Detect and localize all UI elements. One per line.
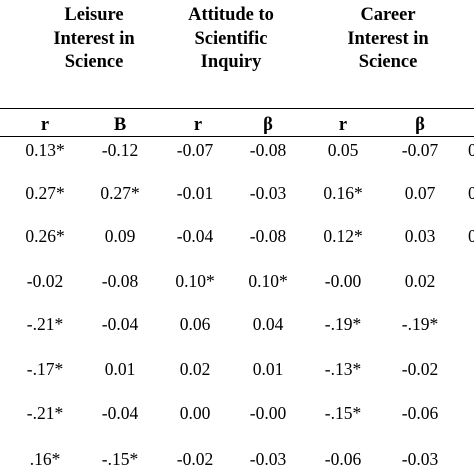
table-cell: 0.00: [179, 403, 211, 423]
header-bottom-rule: [0, 136, 474, 137]
table-cell: 0.27*: [25, 183, 65, 203]
table-cell: -.15*: [101, 449, 139, 469]
table-cell: 0.03: [404, 226, 436, 246]
group-header-line: Inquiry: [200, 52, 262, 72]
table-cell: -0.06: [324, 449, 362, 469]
table-cell: 0.02: [404, 271, 436, 291]
table-cell: -0.00: [324, 271, 362, 291]
group-header-line: Interest in: [53, 28, 135, 49]
table-cell: 0.27*: [100, 183, 140, 203]
table-cell: -0.04: [176, 226, 214, 246]
group-header-line: Science: [64, 52, 124, 72]
subheader-b: B: [113, 115, 127, 135]
table-cell: 0.07: [404, 183, 436, 203]
table-cell: -.17*: [26, 359, 64, 379]
group-header-attitude-inquiry: Attitude to Scientific Inquiry: [169, 4, 293, 75]
table-cell: -0.03: [249, 449, 287, 469]
table-cell: -0.07: [401, 140, 439, 160]
table-cell: -0.08: [249, 226, 287, 246]
table-cell: 0.26*: [25, 226, 65, 246]
subheader-beta: β: [263, 115, 273, 135]
table-cell: -0.04: [101, 314, 139, 334]
table-cell: -.13*: [324, 359, 362, 379]
clipped-cell: 0: [468, 226, 474, 246]
table-cell: 0.16*: [323, 183, 363, 203]
clipped-cell: 0: [468, 183, 474, 203]
table-cell: -0.12: [101, 140, 139, 160]
group-header-line: Career: [360, 5, 416, 25]
subheader-beta: β: [415, 115, 425, 135]
table-cell: 0.01: [104, 359, 136, 379]
group-header-career-interest: Career Interest in Science: [325, 4, 451, 75]
table-cell: -0.03: [249, 183, 287, 203]
table-cell: 0.10*: [248, 271, 288, 291]
table-cell: 0.13*: [25, 140, 65, 160]
table-cell: -.19*: [401, 314, 439, 334]
table-cell: -.19*: [324, 314, 362, 334]
table-cell: -0.02: [401, 359, 439, 379]
table-cell: 0.06: [179, 314, 211, 334]
group-header-line: Scientific: [194, 28, 268, 49]
table-cell: 0.10*: [175, 271, 215, 291]
table-cell: 0.02: [179, 359, 211, 379]
group-header-line: Attitude to: [188, 5, 274, 25]
table-cell: -.21*: [26, 403, 64, 423]
table-cell: .16*: [29, 449, 61, 469]
table-cell: -.21*: [26, 314, 64, 334]
subheader-r: r: [193, 115, 203, 135]
table-cell: 0.12*: [323, 226, 363, 246]
table-cell: -0.04: [101, 403, 139, 423]
table-cell: -0.00: [249, 403, 287, 423]
table-cell: -0.07: [176, 140, 214, 160]
table-cell: -0.02: [176, 449, 214, 469]
subheader-r: r: [338, 115, 348, 135]
table-cell: -0.08: [101, 271, 139, 291]
header-top-rule: [0, 108, 474, 109]
subheader-r: r: [40, 115, 50, 135]
table-cell: 0.09: [104, 226, 136, 246]
group-header-line: Interest in: [347, 28, 429, 49]
table-cell: -0.01: [176, 183, 214, 203]
table-cell: -0.08: [249, 140, 287, 160]
table-cell: 0.05: [327, 140, 359, 160]
table-cell: -.15*: [324, 403, 362, 423]
clipped-cell: 0: [468, 140, 474, 160]
table-cell: -0.02: [26, 271, 64, 291]
group-header-leisure-interest: Leisure Interest in Science: [22, 4, 166, 75]
table-cell: -0.06: [401, 403, 439, 423]
group-header-line: Leisure: [64, 5, 124, 25]
table-cell: 0.01: [252, 359, 284, 379]
table-cell: -0.03: [401, 449, 439, 469]
table-cell: 0.04: [252, 314, 284, 334]
group-header-line: Science: [358, 52, 418, 72]
